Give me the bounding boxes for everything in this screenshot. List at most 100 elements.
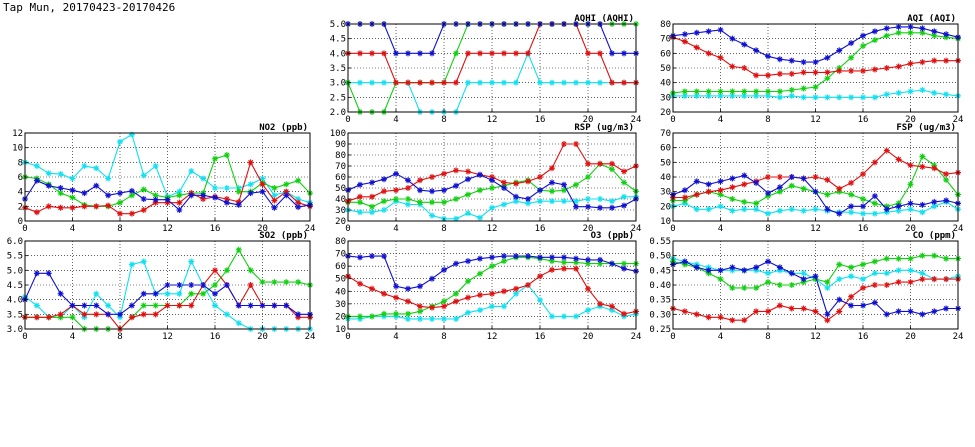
data-point: [212, 194, 218, 201]
data-point: [429, 304, 435, 311]
data-point: [69, 302, 76, 309]
data-point: [525, 282, 531, 288]
data-point: [417, 187, 423, 194]
data-point: [501, 50, 507, 57]
data-point: [883, 282, 890, 288]
data-point: [621, 179, 627, 186]
data-point: [776, 188, 783, 195]
data-point: [259, 175, 266, 182]
data-point: [812, 188, 819, 195]
data-point: [895, 23, 902, 30]
data-point: [477, 292, 483, 299]
series-red: [345, 141, 639, 205]
data-point: [943, 197, 950, 204]
x-tick-label: 20: [257, 224, 268, 234]
data-point: [549, 266, 555, 273]
data-point: [45, 203, 52, 210]
y-tick-label: 30: [335, 300, 346, 310]
data-point: [907, 308, 914, 315]
x-tick-label: 12: [162, 332, 173, 342]
data-point: [776, 56, 783, 63]
data-point: [776, 70, 783, 77]
data-point: [429, 79, 435, 86]
data-point: [429, 174, 435, 180]
series-line-blue: [672, 26, 959, 63]
data-point: [753, 47, 760, 54]
data-point: [465, 79, 471, 86]
series-blue: [670, 258, 961, 318]
data-point: [919, 201, 926, 208]
data-point: [477, 214, 483, 221]
data-point: [453, 79, 459, 86]
data-point: [585, 160, 591, 167]
data-point: [235, 185, 242, 191]
data-point: [369, 193, 375, 200]
x-tick-label: 16: [210, 224, 221, 234]
data-point: [441, 187, 447, 194]
data-point: [81, 190, 88, 197]
data-point: [860, 302, 866, 309]
data-point: [295, 196, 302, 202]
data-point: [836, 261, 843, 268]
data-point: [741, 317, 748, 324]
data-point: [860, 67, 866, 74]
data-point: [681, 308, 688, 315]
data-point: [117, 190, 123, 197]
data-point: [235, 320, 242, 327]
x-tick-label: 24: [631, 332, 642, 342]
data-point: [549, 258, 555, 265]
data-point: [152, 302, 159, 309]
data-point: [140, 290, 147, 297]
data-point: [271, 185, 278, 191]
data-point: [477, 270, 483, 277]
x-tick-label: 8: [441, 224, 446, 234]
x-tick-label: 4: [393, 115, 398, 125]
data-point: [753, 179, 760, 186]
data-point: [836, 210, 843, 217]
data-point: [895, 267, 902, 274]
data-point: [453, 298, 459, 305]
data-point: [489, 204, 495, 211]
data-point: [393, 50, 399, 57]
data-point: [717, 54, 724, 61]
x-tick-label: 4: [718, 224, 723, 234]
data-point: [943, 255, 950, 262]
data-point: [729, 284, 736, 291]
data-point: [836, 94, 843, 101]
data-point: [693, 44, 700, 51]
data-point: [621, 193, 627, 200]
series-blue: [22, 270, 313, 318]
data-point: [259, 302, 266, 309]
data-point: [836, 308, 843, 315]
chart-title: SO2 (ppb): [259, 231, 308, 241]
data-point: [943, 91, 950, 98]
data-point: [871, 270, 878, 277]
y-tick-label: 4.5: [7, 281, 23, 291]
x-tick-label: 16: [858, 332, 869, 342]
data-point: [812, 84, 819, 91]
data-point: [525, 253, 531, 260]
chart-so2: 0 4 8 12 16 20 24 3.0 3.5 4.0 4.5 5.0 5.5 6.0 SO2 (ppb…: [7, 231, 316, 342]
data-point: [871, 28, 878, 35]
data-point: [812, 174, 819, 180]
data-point: [441, 315, 447, 322]
data-point: [741, 41, 748, 48]
data-point: [247, 159, 254, 166]
x-tick-label: 4: [718, 115, 723, 125]
x-tick-label: 8: [765, 224, 770, 234]
data-point: [200, 196, 207, 202]
data-point: [561, 79, 567, 86]
data-point: [776, 302, 783, 309]
data-point: [513, 193, 519, 200]
data-point: [741, 206, 748, 213]
data-point: [465, 176, 471, 183]
y-tick-label: 12: [12, 129, 23, 139]
data-point: [105, 202, 112, 209]
y-tick-label: 2.0: [330, 108, 346, 118]
data-point: [212, 185, 218, 191]
data-point: [788, 182, 795, 189]
chart-co: 0 4 8 12 16 20 24 0.25 0.30 0.35 0.40 0.45 0.50 0.55 C…: [649, 231, 963, 342]
data-point: [235, 246, 242, 253]
data-point: [907, 267, 914, 274]
